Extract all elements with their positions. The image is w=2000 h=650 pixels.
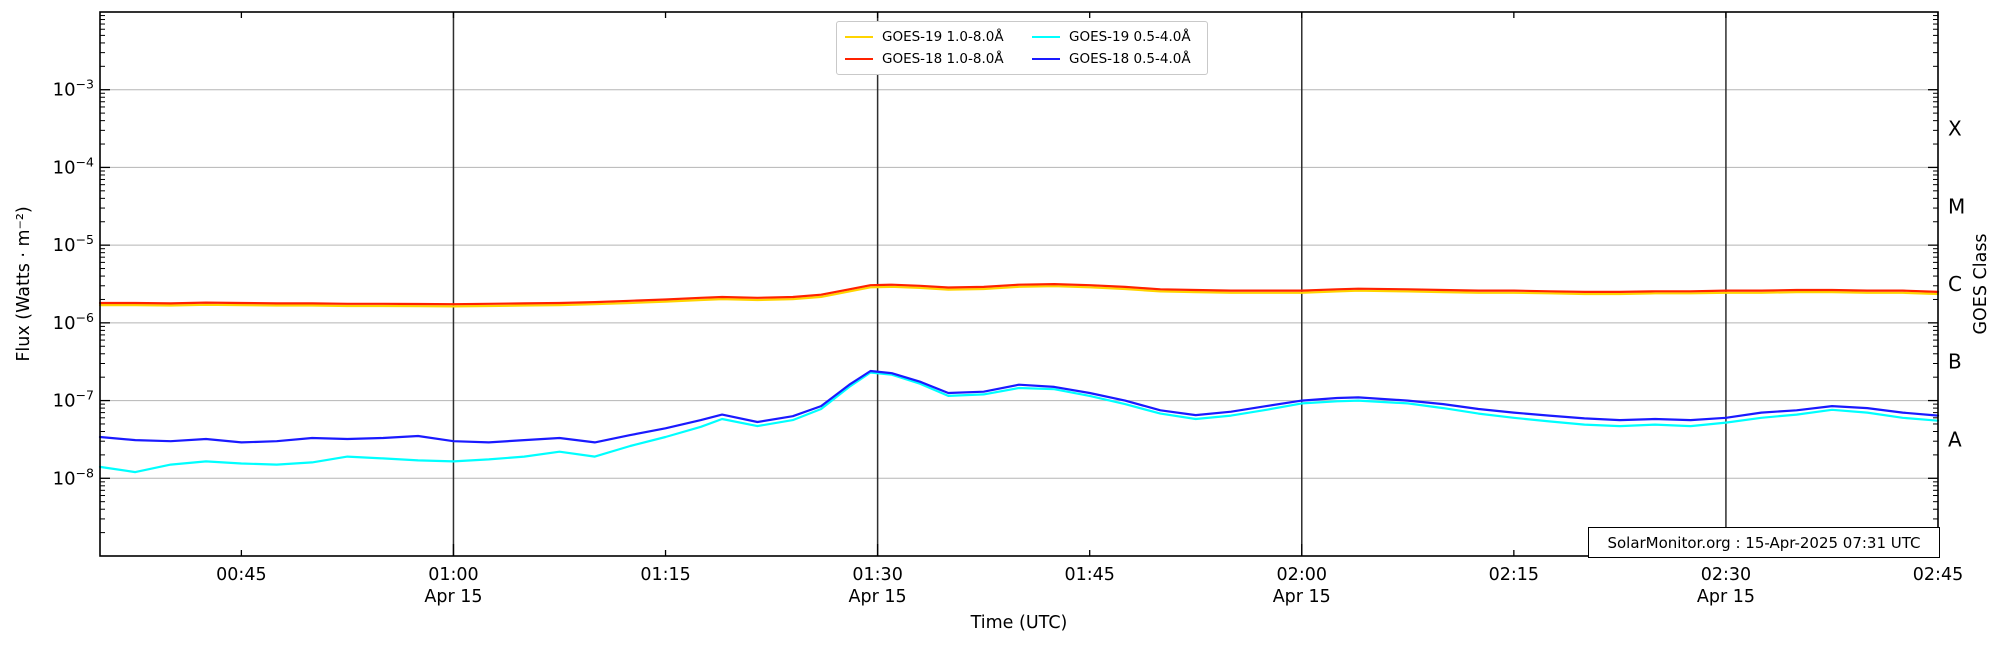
goes-class-letters: X M C B A bbox=[1948, 117, 1965, 452]
x-tick-label: 02:15 bbox=[1489, 565, 1539, 585]
legend: GOES-19 1.0-8.0Å GOES-18 1.0-8.0Å GOES-1… bbox=[836, 21, 1208, 75]
x-tick-label: 02:00 bbox=[1277, 565, 1327, 585]
legend-swatch-goes18-long-icon bbox=[845, 57, 873, 61]
curve-goes-18-1-0-8-0- bbox=[98, 283, 1940, 306]
curve-goes-19-0-5-4-0- bbox=[98, 371, 1940, 474]
legend-item-goes19-short: GOES-19 0.5-4.0Å bbox=[1032, 29, 1197, 45]
goes-class-letter: C bbox=[1948, 272, 1962, 296]
x-tick-date-label: Apr 15 bbox=[1273, 587, 1331, 607]
y-tick-label: 10−6 bbox=[53, 310, 94, 334]
legend-label-goes18-long: GOES-18 1.0-8.0Å bbox=[882, 51, 1004, 67]
legend-swatch-goes19-short-icon bbox=[1032, 35, 1060, 39]
x-ticks bbox=[240, 12, 1939, 556]
y-tick-label: 10−7 bbox=[53, 388, 94, 412]
legend-swatch-goes18-short-icon bbox=[1032, 57, 1060, 61]
x-tick-label: 01:00 bbox=[428, 565, 478, 585]
plot-frame bbox=[99, 11, 1939, 557]
x-tick-label: 01:45 bbox=[1064, 565, 1114, 585]
annotation-text: SolarMonitor.org : 15-Apr-2025 07:31 UTC bbox=[1607, 533, 1921, 552]
x-tick-label: 02:45 bbox=[1913, 565, 1963, 585]
goes-class-letter: A bbox=[1948, 427, 1962, 451]
y-tick-label: 10−4 bbox=[53, 154, 94, 178]
legend-item-goes19-long: GOES-19 1.0-8.0Å bbox=[845, 29, 1010, 45]
goes-class-letter: M bbox=[1948, 194, 1965, 218]
vertical-time-lines bbox=[452, 12, 1727, 556]
x-tick-date-label: Apr 15 bbox=[849, 587, 907, 607]
legend-swatch-goes19-long-icon bbox=[845, 35, 873, 39]
goes-class-letter: B bbox=[1948, 350, 1962, 374]
y-axis-title: Flux (Watts · m⁻²) bbox=[14, 206, 34, 362]
curve-goes-18-0-5-4-0- bbox=[98, 369, 1940, 444]
legend-label-goes19-long: GOES-19 1.0-8.0Å bbox=[882, 29, 1004, 45]
horizontal-gridlines bbox=[100, 89, 1938, 479]
legend-label-goes19-short: GOES-19 0.5-4.0Å bbox=[1069, 29, 1191, 45]
legend-item-goes18-short: GOES-18 0.5-4.0Å bbox=[1032, 51, 1197, 67]
x-tick-label: 00:45 bbox=[216, 565, 266, 585]
curve-goes-19-1-0-8-0- bbox=[98, 285, 1940, 308]
y-ticks bbox=[100, 15, 1938, 534]
right-axis-title: GOES Class bbox=[1971, 233, 1991, 335]
x-tick-date-label: Apr 15 bbox=[424, 587, 482, 607]
y-tick-label: 10−3 bbox=[53, 77, 94, 101]
y-tick-labels: 10−3 10−4 10−5 10−6 10−7 10−8 bbox=[53, 77, 94, 490]
legend-label-goes18-short: GOES-18 0.5-4.0Å bbox=[1069, 51, 1191, 67]
annotation-box: SolarMonitor.org : 15-Apr-2025 07:31 UTC bbox=[1588, 527, 1940, 558]
x-tick-label: 01:15 bbox=[640, 565, 690, 585]
flux-curves bbox=[98, 283, 1940, 474]
y-tick-label: 10−5 bbox=[53, 232, 94, 256]
x-tick-label: 01:30 bbox=[852, 565, 902, 585]
x-tick-label: 02:30 bbox=[1701, 565, 1751, 585]
y-tick-label: 10−8 bbox=[53, 465, 94, 489]
x-axis-title: Time (UTC) bbox=[970, 613, 1068, 633]
goes-class-letter: X bbox=[1948, 117, 1962, 141]
x-tick-date-label: Apr 15 bbox=[1697, 587, 1755, 607]
legend-item-goes18-long: GOES-18 1.0-8.0Å bbox=[845, 51, 1010, 67]
